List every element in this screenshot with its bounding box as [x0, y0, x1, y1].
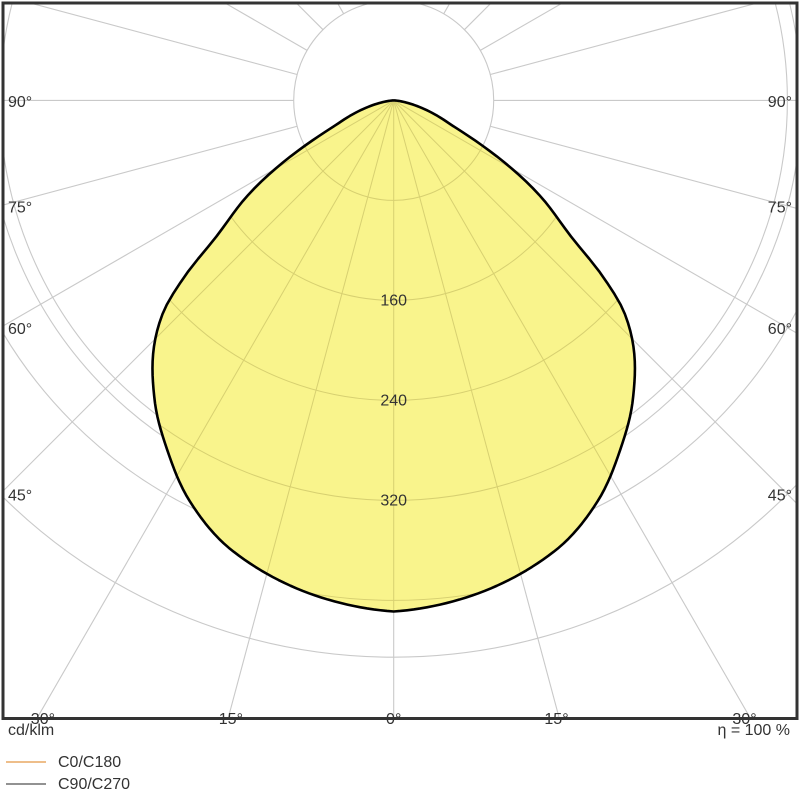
svg-text:15°: 15° [219, 711, 243, 728]
svg-text:90°: 90° [8, 94, 32, 111]
svg-text:0°: 0° [386, 711, 401, 728]
svg-text:60°: 60° [768, 321, 792, 338]
svg-text:90°: 90° [768, 94, 792, 111]
svg-text:75°: 75° [768, 199, 792, 216]
svg-text:15°: 15° [544, 711, 568, 728]
svg-text:75°: 75° [8, 199, 32, 216]
svg-text:45°: 45° [8, 488, 32, 505]
svg-text:C90/C270: C90/C270 [58, 776, 130, 793]
svg-text:60°: 60° [8, 321, 32, 338]
svg-text:320: 320 [380, 492, 407, 509]
svg-text:160: 160 [380, 292, 407, 309]
svg-text:45°: 45° [768, 488, 792, 505]
svg-text:C0/C180: C0/C180 [58, 754, 121, 771]
svg-text:240: 240 [380, 392, 407, 409]
